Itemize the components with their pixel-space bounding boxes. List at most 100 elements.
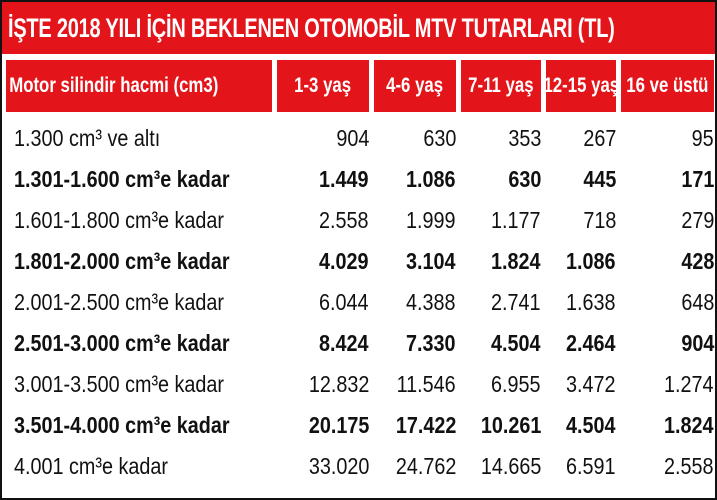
value-cell-text: 171: [680, 166, 714, 192]
value-cell: 428: [621, 241, 714, 282]
table-body: 1.300 cm³ ve altı 904 630 353 267 95 1.301-1.6…: [2, 118, 715, 487]
header-cell: 16 ve üstü: [621, 60, 714, 112]
value-cell-text: 648: [680, 289, 714, 315]
value-cell: 1.638: [546, 282, 616, 323]
value-cell-text: 1.274: [664, 371, 714, 397]
value-cell-text: 7.330: [406, 330, 456, 356]
label-cell-text: 1.801-2.000 cm³e kadar: [14, 248, 230, 274]
value-cell: 10.261: [461, 405, 541, 446]
value-cell: 3.104: [374, 241, 456, 282]
value-cell: 1.824: [621, 405, 714, 446]
label-cell: 2.501-3.000 cm³e kadar: [6, 323, 272, 364]
value-cell-text: 12.832: [308, 371, 369, 397]
value-cell: 1.177: [461, 200, 541, 241]
label-cell-text: 2.001-2.500 cm³e kadar: [14, 289, 225, 315]
header-cell-text: 12-15 yaş: [546, 74, 616, 97]
value-cell: 267: [546, 118, 616, 159]
value-cell-text: 279: [680, 207, 714, 233]
label-cell-text: 1.601-1.800 cm³e kadar: [14, 207, 225, 233]
value-cell: 904: [277, 118, 369, 159]
value-cell-text: 14.665: [480, 453, 541, 479]
value-cell-text: 33.020: [308, 453, 369, 479]
value-cell: 1.274: [621, 364, 714, 405]
label-cell-text: 3.001-3.500 cm³e kadar: [14, 371, 225, 397]
label-cell: 2.001-2.500 cm³e kadar: [6, 282, 272, 323]
value-cell-text: 2.558: [664, 453, 714, 479]
value-cell: 95: [621, 118, 714, 159]
label-cell: 1.301-1.600 cm³e kadar: [6, 159, 272, 200]
value-cell-text: 428: [680, 248, 714, 274]
header-cell-text: 4-6 yaş: [386, 74, 444, 97]
value-cell-text: 6.044: [319, 289, 369, 315]
value-cell-text: 1.824: [491, 248, 541, 274]
value-cell: 648: [621, 282, 714, 323]
value-cell: 2.464: [546, 323, 616, 364]
header-cell-text: Motor silindir hacmi (cm3): [9, 74, 219, 97]
label-cell: 3.501-4.000 cm³e kadar: [6, 405, 272, 446]
value-cell-text: 24.762: [395, 453, 456, 479]
table-row: 4.001 cm³e kadar 33.020 24.762 14.665 6.591 2…: [2, 446, 715, 487]
table-header: Motor silindir hacmi (cm3) 1-3 yaş 4-6 yaş…: [2, 60, 715, 112]
value-cell: 353: [461, 118, 541, 159]
value-cell: 12.832: [277, 364, 369, 405]
value-cell: 1.086: [546, 241, 616, 282]
value-cell: 1.449: [277, 159, 369, 200]
value-cell: 6.044: [277, 282, 369, 323]
value-cell-text: 718: [582, 207, 616, 233]
table-row: 1.300 cm³ ve altı 904 630 353 267 95: [2, 118, 715, 159]
table-row: 1.601-1.800 cm³e kadar 2.558 1.999 1.177 718…: [2, 200, 715, 241]
header-cell: 4-6 yaş: [374, 60, 456, 112]
label-cell: 3.001-3.500 cm³e kadar: [6, 364, 272, 405]
value-cell-text: 1.449: [319, 166, 369, 192]
table-row: 1.301-1.600 cm³e kadar 1.449 1.086 630 445 17…: [2, 159, 715, 200]
value-cell-text: 353: [507, 125, 541, 151]
value-cell-text: 4.029: [319, 248, 369, 274]
value-cell: 33.020: [277, 446, 369, 487]
value-cell-text: 4.504: [491, 330, 541, 356]
header-cell: 12-15 yaş: [546, 60, 616, 112]
label-cell: 1.300 cm³ ve altı: [6, 118, 272, 159]
value-cell: 2.558: [277, 200, 369, 241]
header-cell-text: 7-11 yaş: [468, 74, 534, 97]
value-cell-text: 1.638: [566, 289, 616, 315]
value-cell-text: 2.464: [566, 330, 616, 356]
label-cell: 1.601-1.800 cm³e kadar: [6, 200, 272, 241]
value-cell-text: 6.955: [491, 371, 541, 397]
value-cell-text: 630: [422, 125, 456, 151]
value-cell-text: 904: [680, 330, 714, 356]
table-row: 3.001-3.500 cm³e kadar 12.832 11.546 6.955 3…: [2, 364, 715, 405]
value-cell: 1.824: [461, 241, 541, 282]
value-cell: 1.086: [374, 159, 456, 200]
value-cell: 718: [546, 200, 616, 241]
header-cell-text: 16 ve üstü: [626, 74, 709, 97]
value-cell: 279: [621, 200, 714, 241]
table-row: 3.501-4.000 cm³e kadar 20.175 17.422 10.261…: [2, 405, 715, 446]
value-cell-text: 630: [507, 166, 541, 192]
value-cell-text: 95: [691, 125, 714, 151]
value-cell-text: 1.086: [566, 248, 616, 274]
value-cell: 6.591: [546, 446, 616, 487]
value-cell: 20.175: [277, 405, 369, 446]
value-cell: 2.741: [461, 282, 541, 323]
header-cell: 1-3 yaş: [277, 60, 369, 112]
header-cell: Motor silindir hacmi (cm3): [6, 60, 272, 112]
value-cell: 2.558: [621, 446, 714, 487]
value-cell: 7.330: [374, 323, 456, 364]
value-cell-text: 1.824: [664, 412, 714, 438]
label-cell-text: 3.501-4.000 cm³e kadar: [14, 412, 230, 438]
value-cell: 4.504: [546, 405, 616, 446]
value-cell-text: 1.086: [406, 166, 456, 192]
value-cell: 8.424: [277, 323, 369, 364]
value-cell: 6.955: [461, 364, 541, 405]
title-bar: İŞTE 2018 YILI İÇİN BEKLENEN OTOMOBİL MT…: [2, 2, 715, 54]
value-cell: 445: [546, 159, 616, 200]
label-cell-text: 4.001 cm³e kadar: [14, 453, 168, 479]
title: İŞTE 2018 YILI İÇİN BEKLENEN OTOMOBİL MT…: [8, 13, 615, 43]
value-cell-text: 10.261: [480, 412, 541, 438]
header-cell-text: 1-3 yaş: [294, 74, 352, 97]
value-cell: 11.546: [374, 364, 456, 405]
value-cell-text: 267: [582, 125, 616, 151]
value-cell: 1.999: [374, 200, 456, 241]
value-cell-text: 3.104: [406, 248, 456, 274]
